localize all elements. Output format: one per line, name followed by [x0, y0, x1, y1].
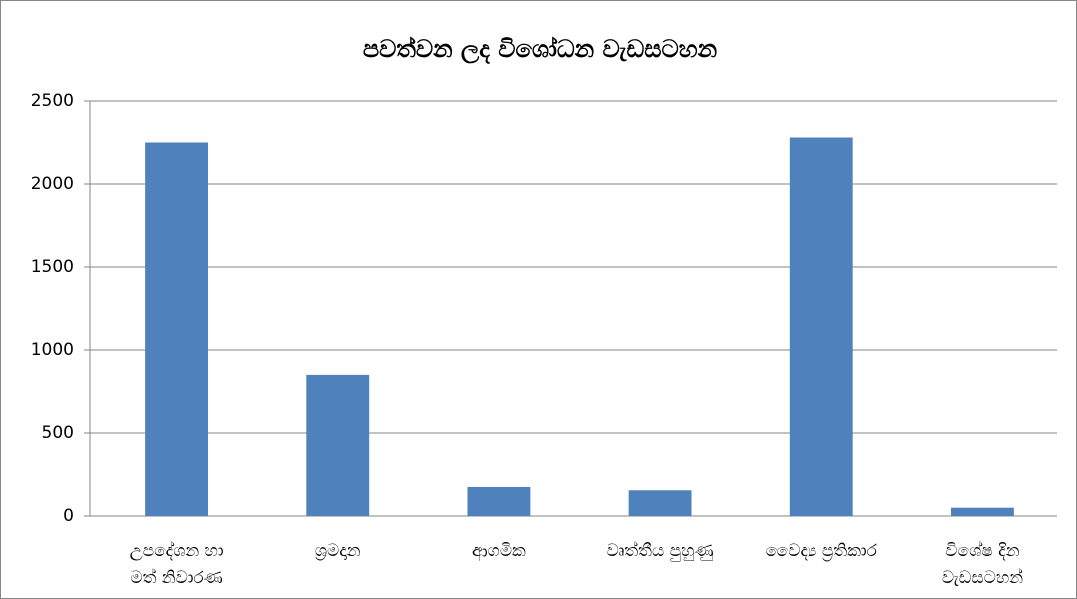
y-tick-label: 2000: [31, 174, 74, 194]
x-tick-label: වැඩසටහන්: [942, 568, 1023, 588]
y-tick-label: 1500: [31, 257, 74, 277]
x-tick-label: උපදේශන හා: [130, 541, 224, 561]
bar: [950, 507, 1014, 516]
x-tick-label: විශේෂ දින: [945, 541, 1019, 561]
y-tick-label: 0: [63, 506, 74, 526]
bar: [467, 486, 531, 516]
bar: [145, 142, 209, 516]
x-tick-label: ආගමික: [472, 541, 526, 562]
y-tick-label: 1000: [31, 340, 74, 360]
bar: [789, 137, 853, 516]
x-tick-label: වෘත්තීය පුහුණු: [607, 541, 714, 561]
y-tick-label: 500: [42, 423, 74, 443]
bar: [306, 374, 370, 516]
x-tick-label: වෛද්‍ය ප්‍රතිකාර: [766, 541, 878, 561]
x-tick-label: ශ්‍රමදාන: [315, 541, 361, 561]
chart-title: පවත්වන ලද විශෝධන වැඩසටහන: [363, 35, 717, 65]
x-tick-label: මත් නිවාරණ: [130, 568, 222, 588]
y-tick-label: 2500: [31, 91, 74, 111]
bar: [628, 490, 692, 516]
